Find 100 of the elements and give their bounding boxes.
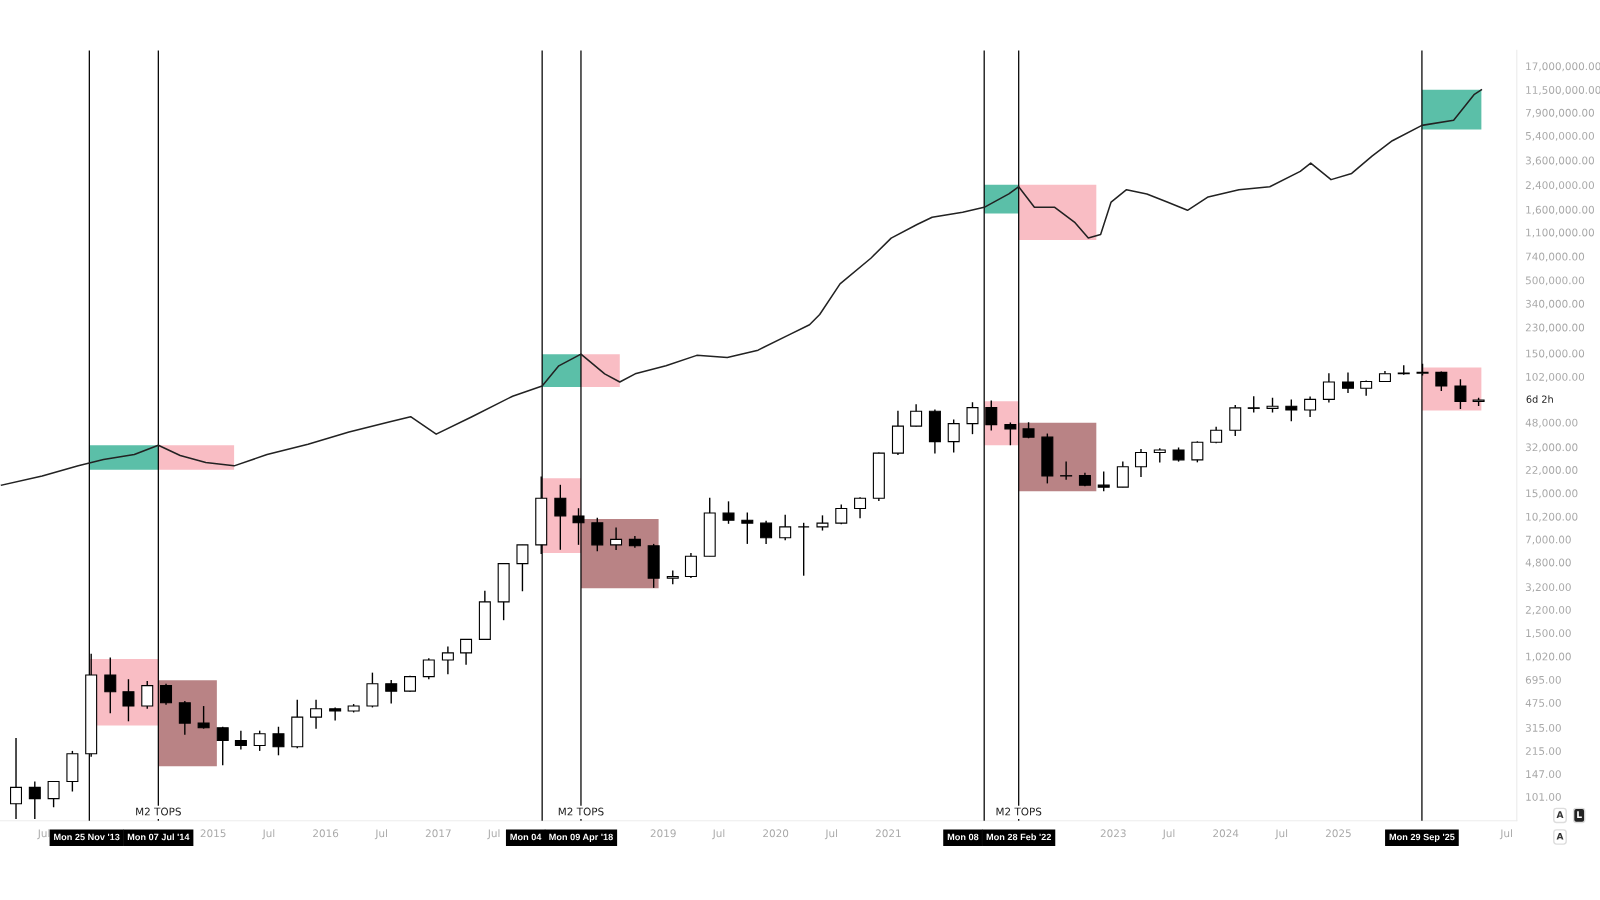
candlestick [684, 552, 697, 579]
x-tick-label: 2021 [875, 829, 901, 838]
candlestick [591, 517, 604, 553]
y-tick-label: 3,200.00 [1525, 583, 1571, 593]
annotation: M2 TOPS [136, 807, 181, 816]
x-tick-label: Jul [374, 829, 387, 840]
candlestick [722, 500, 735, 525]
candlestick [554, 484, 567, 551]
annotation: M2 TOPS [558, 807, 604, 816]
y-tick-label: 230,000.00 [1525, 323, 1585, 333]
candlestick [28, 780, 41, 820]
text: A [1556, 832, 1564, 840]
candlestick [1060, 460, 1073, 481]
y-tick-label: 32,000.00 [1525, 443, 1578, 453]
x-tick-label: Jul [1162, 829, 1175, 840]
y-tick-label: 48,000.00 [1525, 418, 1578, 428]
candlestick [1004, 421, 1017, 446]
candlestick [910, 403, 923, 428]
x-tick-label: 2023 [1100, 829, 1126, 838]
y-tick-label: 3,600,000.00 [1525, 156, 1595, 166]
candlestick [1285, 398, 1298, 422]
x-tick-label: 2020 [763, 829, 789, 838]
ref-line-label: Mon 28 Feb '22 [986, 833, 1051, 841]
x-tick-label: Jul [1499, 829, 1512, 840]
y-tick-label: 15,000.00 [1526, 489, 1578, 499]
ref-line-label: Mon 29 Sep '25 [1389, 833, 1455, 843]
y-tick-label: 5,400,000.00 [1525, 131, 1595, 141]
candlestick [779, 514, 792, 541]
y-tick-label: 147.00 [1526, 770, 1561, 779]
ref-line-label: Mon 09 Apr '18 [549, 833, 613, 843]
y-tick-label: 1,100,000.00 [1526, 228, 1595, 238]
y-tick-label: 215.00 [1525, 747, 1561, 756]
candlestick [1229, 404, 1242, 437]
y-tick-label: 102,000.00 [1526, 372, 1585, 382]
y-tick-label: 1,020.00 [1526, 652, 1571, 662]
y-tick-label: 101.00 [1526, 793, 1561, 801]
candlestick [1304, 395, 1317, 418]
candlestick [422, 657, 435, 680]
y-tick-label: 10,200.00 [1526, 512, 1578, 522]
y-tick-label: 7,000.00 [1525, 535, 1571, 545]
candlestick [366, 671, 379, 709]
y-tick-label: 740,000.00 [1525, 252, 1585, 262]
y-tick-label: 500,000.00 [1525, 276, 1585, 286]
candlestick [1322, 372, 1335, 404]
candlestick [1341, 371, 1355, 394]
x-tick-label: Jul [487, 829, 500, 840]
candlestick [947, 418, 960, 454]
text: A [1556, 811, 1564, 818]
candlestick [1191, 440, 1204, 464]
candlestick [122, 678, 135, 723]
candlestick [460, 638, 473, 666]
y-tick-label: 695.00 [1525, 675, 1561, 684]
x-tick-label: 2019 [650, 829, 676, 838]
x-tick-label: Jul [262, 829, 275, 840]
candlestick [141, 680, 154, 710]
candlestick [854, 496, 867, 520]
x-tick-label: 2024 [1213, 829, 1239, 838]
y-tick-label: 11,500,000.00 [1526, 86, 1600, 95]
annotation: M2 TOPS [996, 807, 1042, 816]
candlestick [966, 401, 979, 435]
text: 6d 2h [1526, 395, 1553, 403]
candlestick [741, 511, 754, 545]
candlestick [104, 656, 117, 714]
ref-line-label: Mon 08 [947, 833, 979, 841]
y-tick-label: 1,600,000.00 [1526, 205, 1595, 215]
candlestick [216, 726, 229, 766]
candlestick [760, 520, 773, 545]
ref-line-label: Mon 07 Jul '14 [127, 833, 190, 841]
x-tick-label: Jul [1274, 829, 1288, 840]
candlestick [516, 544, 529, 592]
candlestick [310, 698, 323, 730]
x-tick-label: 2025 [1325, 829, 1351, 838]
candlestick [1134, 448, 1147, 478]
y-tick-label: 2,200.00 [1525, 605, 1571, 615]
x-tick-label: Jul [824, 829, 838, 840]
ref-line-label: Mon 04 [510, 833, 542, 841]
candlestick [10, 737, 23, 820]
y-tick-label: 2,400,000.00 [1525, 181, 1595, 191]
candlestick [272, 726, 285, 756]
candlestick [797, 522, 810, 577]
text: L [1577, 811, 1582, 818]
candlestick [610, 526, 623, 551]
x-tick-label: 2015 [200, 829, 226, 838]
line-series [0, 89, 1483, 486]
y-tick-label: 150,000.00 [1526, 349, 1585, 359]
y-tick-label: 22,000.00 [1525, 466, 1578, 476]
y-tick-label: 475.00 [1525, 698, 1561, 707]
candlestick [253, 729, 266, 752]
candlestick [178, 700, 191, 736]
candlestick [1116, 460, 1129, 489]
y-tick-label: 7,900,000.00 [1525, 108, 1595, 118]
x-tick-label: 2017 [425, 829, 451, 838]
x-tick-label: 2016 [313, 829, 339, 838]
y-tick-label: 1,500.00 [1526, 629, 1571, 639]
candlestick [1454, 378, 1467, 410]
candlestick [329, 706, 342, 722]
y-tick-label: 17,000,000.00 [1526, 62, 1600, 72]
y-tick-label: 4,800.00 [1525, 558, 1571, 568]
candlestick [1097, 470, 1110, 492]
candlestick [47, 780, 60, 808]
